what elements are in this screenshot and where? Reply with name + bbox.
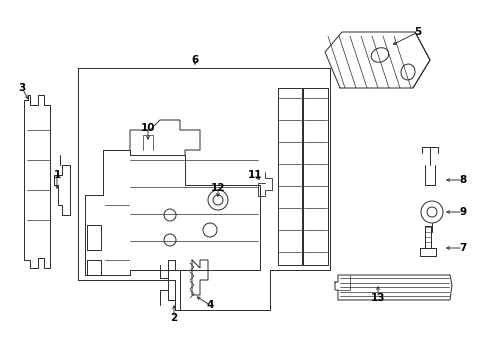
Text: 4: 4 — [206, 300, 214, 310]
Text: 7: 7 — [459, 243, 466, 253]
Text: 11: 11 — [248, 170, 262, 180]
Text: 9: 9 — [460, 207, 466, 217]
Text: 13: 13 — [371, 293, 385, 303]
Text: 3: 3 — [19, 83, 25, 93]
Text: 1: 1 — [53, 170, 61, 180]
Text: 8: 8 — [460, 175, 466, 185]
Text: 10: 10 — [141, 123, 155, 133]
Text: 6: 6 — [192, 55, 198, 65]
Text: 12: 12 — [211, 183, 225, 193]
Text: 5: 5 — [415, 27, 421, 37]
Text: 2: 2 — [171, 313, 178, 323]
